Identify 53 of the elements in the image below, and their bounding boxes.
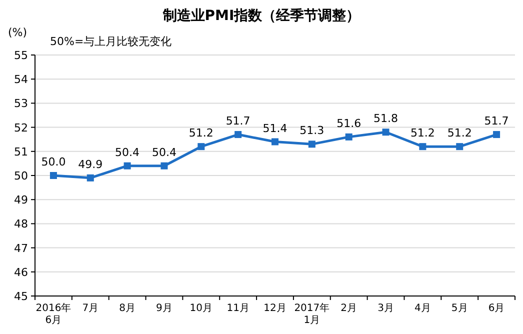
y-tick-label: 53 (14, 97, 28, 110)
point (124, 162, 131, 170)
data-label: 51.7 (484, 114, 509, 128)
point (419, 143, 426, 150)
y-tick-label: 48 (14, 218, 28, 231)
data-label: 51.7 (226, 114, 250, 128)
x-tick-label: 11月 (226, 303, 250, 314)
y-axis-title: (%) (8, 26, 28, 39)
point (456, 143, 464, 150)
point (272, 138, 278, 146)
point (345, 133, 352, 140)
data-label: 51.3 (300, 124, 324, 138)
y-tick-label: 55 (14, 49, 28, 62)
x-tick-label: 2017年 1月 (294, 302, 330, 326)
point (493, 131, 500, 138)
data-label: 50.4 (115, 146, 140, 159)
data-label: 51.2 (410, 126, 435, 140)
x-tick-label: 5月 (451, 303, 468, 314)
x-tick-label: 10月 (190, 303, 213, 314)
data-label: 51.8 (374, 112, 398, 126)
y-tick-label: 54 (14, 73, 28, 86)
point (198, 143, 205, 150)
y-tick-label: 49 (14, 194, 28, 207)
x-tick-label: 4月 (414, 303, 431, 314)
y-tick-label: 45 (14, 290, 28, 303)
y-tick-label: 51 (14, 145, 28, 158)
x-tick-label: 12月 (264, 303, 286, 314)
y-tick-label: 46 (14, 266, 28, 279)
x-tick-label: 9月 (156, 303, 172, 314)
point (160, 162, 168, 170)
x-tick-label: 2月 (340, 303, 358, 314)
point (308, 140, 316, 148)
point (50, 172, 57, 179)
text: 50%=与上月比较无变化 (50, 35, 172, 48)
x-tick-label: 3月 (378, 303, 394, 314)
data-label: 51.2 (188, 126, 214, 140)
data-label: 50.0 (41, 156, 66, 168)
x-tick-label: 7月 (82, 303, 99, 314)
point (86, 174, 94, 182)
data-label: 51.2 (447, 126, 472, 140)
point (382, 128, 390, 136)
y-tick-label: 52 (14, 121, 28, 134)
y-tick-label: 47 (14, 242, 28, 255)
point (234, 131, 242, 138)
x-tick-label: 8月 (119, 303, 136, 314)
chart-title: 制造业PMI指数（经季节调整） (162, 7, 360, 24)
data-label: 51.6 (336, 116, 362, 130)
x-tick-label: 2016年 6月 (36, 302, 72, 326)
x-tick-label: 6月 (488, 303, 505, 314)
data-label: 50.4 (152, 146, 176, 159)
data-label: 49.9 (78, 158, 103, 171)
y-tick-label: 50 (14, 170, 28, 182)
data-label: 51.4 (262, 122, 288, 135)
